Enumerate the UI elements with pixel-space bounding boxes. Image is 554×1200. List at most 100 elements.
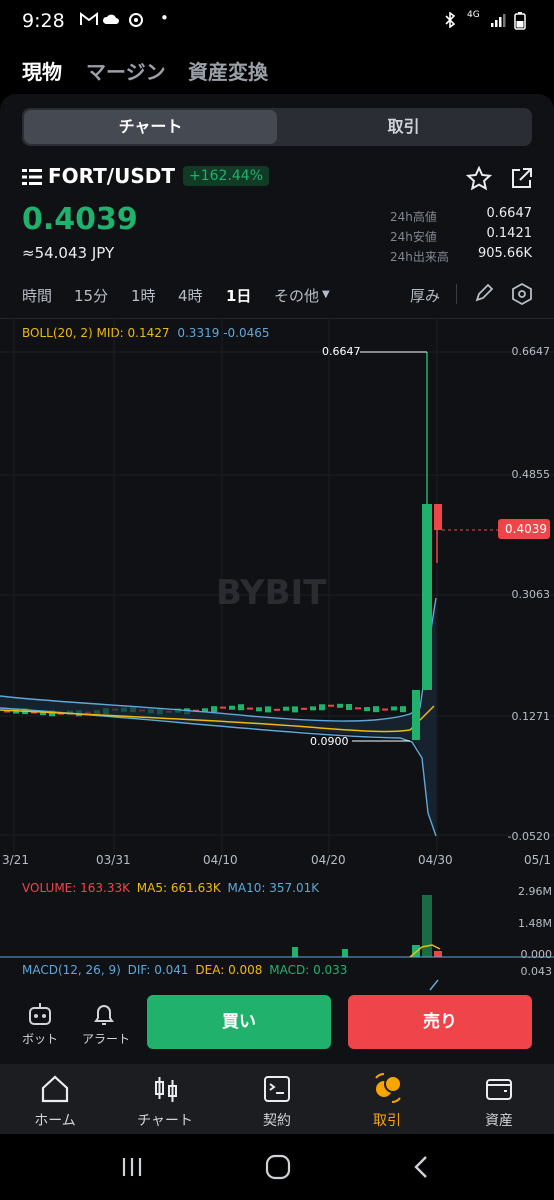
bot-label[interactable]: ボット <box>22 1032 59 1046</box>
buy-button[interactable]: 買い <box>147 995 331 1049</box>
status-bar: 9:28 • 4G <box>0 0 554 44</box>
boll-band-fill <box>0 598 436 836</box>
current-price-label: 0.4039 <box>505 522 547 536</box>
status-time: 9:28 <box>22 10 65 32</box>
tab-asset-convert[interactable]: 資産変換 <box>188 60 268 84</box>
tab-contract[interactable]: 契約 <box>222 1064 332 1134</box>
tf-15m[interactable]: 15分 <box>74 287 109 305</box>
trade-coins-icon <box>375 1073 402 1103</box>
volume-chart <box>0 895 554 958</box>
settings-hex-icon[interactable] <box>511 282 533 309</box>
date-axis-tick: 04/10 <box>203 853 238 867</box>
candle <box>373 706 379 713</box>
macd-indicator: MACD(12, 26, 9) DIF: 0.041 DEA: 0.008 MA… <box>22 963 347 977</box>
change-badge: +162.44% <box>183 166 270 186</box>
low-label: 24h安値 <box>390 230 437 244</box>
candle <box>328 704 334 707</box>
macd-dif: DIF: 0.041 <box>127 963 189 977</box>
volume-bar <box>412 945 420 957</box>
alert-bell-icon[interactable] <box>91 1002 117 1032</box>
macd-axis-tick: 0.043 <box>520 965 553 978</box>
candle <box>274 708 280 711</box>
candle <box>4 710 10 713</box>
macd-line <box>429 979 439 991</box>
tf-1d[interactable]: 1日 <box>226 287 252 305</box>
tab-home[interactable]: ホーム <box>0 1064 110 1134</box>
sell-button[interactable]: 売り <box>348 995 532 1049</box>
tf-4h[interactable]: 4時 <box>178 287 203 305</box>
max-marker: 0.6647 <box>322 345 361 358</box>
favorite-star-icon[interactable] <box>465 165 493 196</box>
candle-spike-up <box>422 504 432 690</box>
divider <box>456 284 457 304</box>
current-price-tag <box>498 519 550 539</box>
boll-mid-line <box>0 705 435 733</box>
recent-apps-icon[interactable] <box>121 1156 143 1178</box>
gmail-icon <box>80 12 98 30</box>
tf-1h[interactable]: 1時 <box>131 287 156 305</box>
candle <box>310 706 316 711</box>
boll-upper-line <box>0 597 437 722</box>
tab-spot[interactable]: 現物 <box>22 60 62 84</box>
volume-bar <box>434 951 442 957</box>
candle-down <box>434 504 442 530</box>
home-icon <box>41 1075 69 1103</box>
tf-other[interactable]: その他 <box>274 287 320 305</box>
system-nav-bar <box>0 1134 554 1200</box>
price-axis-tick: 0.6647 <box>511 345 551 358</box>
price-axis-tick: 0.1271 <box>511 710 551 723</box>
tf-depth[interactable]: 厚み <box>410 287 441 305</box>
macd-label: MACD(12, 26, 9) <box>22 963 121 977</box>
candle <box>337 703 343 708</box>
date-axis-tick: 03/31 <box>96 853 131 867</box>
high-label: 24h高値 <box>390 210 437 224</box>
wallet-icon <box>486 1079 512 1100</box>
share-external-icon[interactable] <box>510 166 534 194</box>
main-panel <box>0 94 554 1064</box>
tab-contract-label: 契約 <box>263 1113 291 1129</box>
tab-trade-label: 取引 <box>373 1113 401 1129</box>
alert-label[interactable]: アラート <box>82 1032 131 1046</box>
price-axis-tick: -0.0520 <box>507 830 550 843</box>
tf-time[interactable]: 時間 <box>22 287 53 305</box>
pair-menu-icon[interactable] <box>22 168 42 190</box>
candle <box>391 706 397 711</box>
min-marker: 0.0900 <box>310 735 349 748</box>
top-nav: 現物 マージン 資産変換 <box>0 44 554 92</box>
contract-icon <box>264 1076 290 1102</box>
sync-icon <box>128 12 144 32</box>
last-price: 0.4039 <box>22 202 138 237</box>
home-nav-icon[interactable] <box>265 1154 291 1180</box>
tab-chart[interactable]: チャート <box>110 1064 220 1134</box>
price-axis-tick: 0.3063 <box>511 588 551 601</box>
candlestick-chart[interactable]: BYBIT 0.6647 0.0900 0.4039 <box>0 318 554 878</box>
tab-margin[interactable]: マージン <box>86 60 166 84</box>
candle <box>256 707 262 712</box>
volume-axis-tick: 1.48M <box>518 917 552 930</box>
candle <box>292 706 298 713</box>
tab-assets[interactable]: 資産 <box>444 1064 554 1134</box>
4g-icon: 4G <box>467 10 480 20</box>
volume-bar <box>422 895 432 957</box>
pen-draw-icon[interactable] <box>474 283 494 307</box>
candle <box>202 708 208 713</box>
segment-trade[interactable]: 取引 <box>387 117 420 136</box>
tab-assets-label: 資産 <box>485 1113 513 1129</box>
back-icon[interactable] <box>412 1155 430 1179</box>
pair-symbol[interactable]: FORT/USDT <box>48 164 176 188</box>
candle <box>301 707 307 710</box>
tab-home-label: ホーム <box>34 1113 76 1129</box>
candle <box>229 705 235 710</box>
candle <box>13 709 19 714</box>
bybit-watermark: BYBIT <box>216 573 327 613</box>
bottom-tab-bar: ホーム チャート 契約 取引 資産 <box>0 1064 554 1134</box>
segment-chart[interactable]: チャート <box>24 110 277 144</box>
candle <box>364 707 370 712</box>
bot-icon[interactable] <box>26 1002 54 1032</box>
candle <box>346 704 352 710</box>
tab-trade[interactable]: 取引 <box>332 1064 442 1134</box>
candle-chart-icon <box>155 1077 177 1102</box>
divider <box>0 318 554 319</box>
volume-axis-tick: 0.000 <box>520 948 553 961</box>
low-value: 0.1421 <box>486 226 533 241</box>
